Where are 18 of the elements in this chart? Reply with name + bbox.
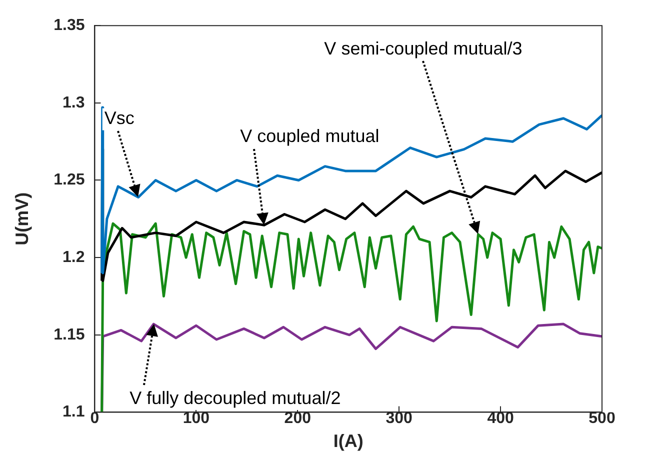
x-tick-label: 400: [487, 410, 514, 428]
y-tick-label: 1.3: [62, 94, 85, 112]
series-label: Vsc: [104, 108, 134, 128]
text: V coupled mutual: [240, 126, 380, 146]
y-tick-label: 1.2: [62, 248, 85, 266]
y-tick-label: 1.35: [54, 17, 85, 34]
x-tick-label: 300: [386, 410, 413, 428]
x-tick-label: 100: [182, 410, 210, 428]
y-tick-label: 1.15: [54, 326, 85, 344]
series-label: V fully decoupled mutual/2: [130, 388, 341, 408]
x-axis-title: I(A): [333, 431, 364, 452]
x-tick-label: 0: [90, 410, 100, 428]
x-tick-label: 500: [588, 410, 616, 428]
y-tick-label: 1.25: [54, 172, 85, 189]
y-axis-title: U(mV): [12, 192, 32, 246]
x-tick-label: 200: [284, 410, 312, 428]
y-tick-label: 1.1: [62, 404, 85, 421]
text: V semi-coupled mutual/3: [324, 38, 522, 58]
